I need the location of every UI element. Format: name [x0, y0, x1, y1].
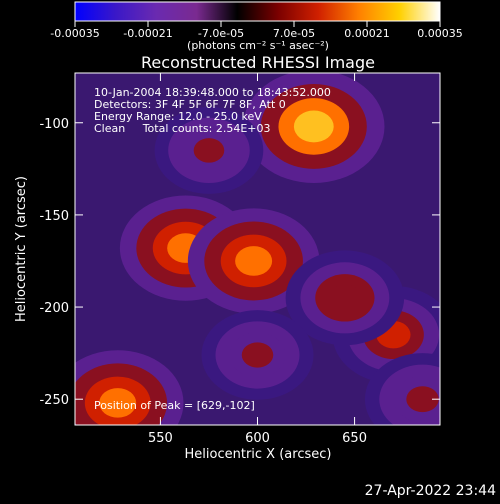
bright-region	[99, 388, 137, 418]
colorbar-tick-label: -0.00021	[123, 27, 172, 40]
colorbar-unit-label: (photons cm⁻² s⁻¹ asec⁻²)	[187, 39, 329, 52]
colorbar-frame	[74, 1, 441, 22]
y-tick-label: -100	[39, 117, 69, 132]
colorbar-tick-label: 0.00021	[344, 27, 390, 40]
peak-label: Position of Peak = [629,-102]	[94, 399, 255, 412]
annotation-line: 10-Jan-2004 18:39:48.000 to 18:43:52.000	[94, 86, 331, 99]
bright-region	[193, 138, 225, 163]
bright-region	[235, 246, 273, 276]
annotation-line: Clean Total counts: 2.54E+03	[94, 122, 271, 135]
y-axis: -100 -150 -200 -250	[39, 117, 440, 408]
bright-region	[293, 110, 334, 143]
x-tick-label: 600	[245, 431, 270, 446]
y-tick-label: -150	[39, 209, 69, 224]
y-tick-label: -200	[39, 301, 69, 316]
y-axis-label: Heliocentric Y (arcsec)	[14, 176, 29, 322]
chart-title: Reconstructed RHESSI Image	[141, 53, 375, 72]
bright-region	[406, 386, 439, 413]
bright-region	[241, 342, 274, 368]
bright-region	[328, 284, 362, 312]
annotation-line: Energy Range: 12.0 - 25.0 keV	[94, 110, 262, 123]
colorbar-tick-label: -7.0e-05	[198, 27, 244, 40]
colorbar-tick-label: -0.00035	[50, 27, 99, 40]
colorbar-tick-label: 7.0e-05	[273, 27, 315, 40]
colorbar	[75, 2, 440, 21]
x-tick-label: 650	[342, 431, 367, 446]
x-tick-label: 550	[148, 431, 173, 446]
annotations: 10-Jan-2004 18:39:48.000 to 18:43:52.000…	[94, 86, 331, 135]
footer-date: 27-Apr-2022 23:44	[365, 483, 496, 499]
colorbar-tick-label: 0.00035	[417, 27, 463, 40]
x-axis: 550 600 650	[148, 73, 367, 446]
annotation-line: Detectors: 3F 4F 5F 6F 7F 8F, Att 0	[94, 98, 286, 111]
x-axis-label: Heliocentric X (arcsec)	[185, 447, 332, 462]
heatmap-image	[75, 73, 440, 425]
y-tick-label: -250	[39, 393, 69, 408]
colorbar-ticks: -0.00035 -0.00021 -7.0e-05 7.0e-05 0.00021 0.…	[50, 21, 463, 40]
